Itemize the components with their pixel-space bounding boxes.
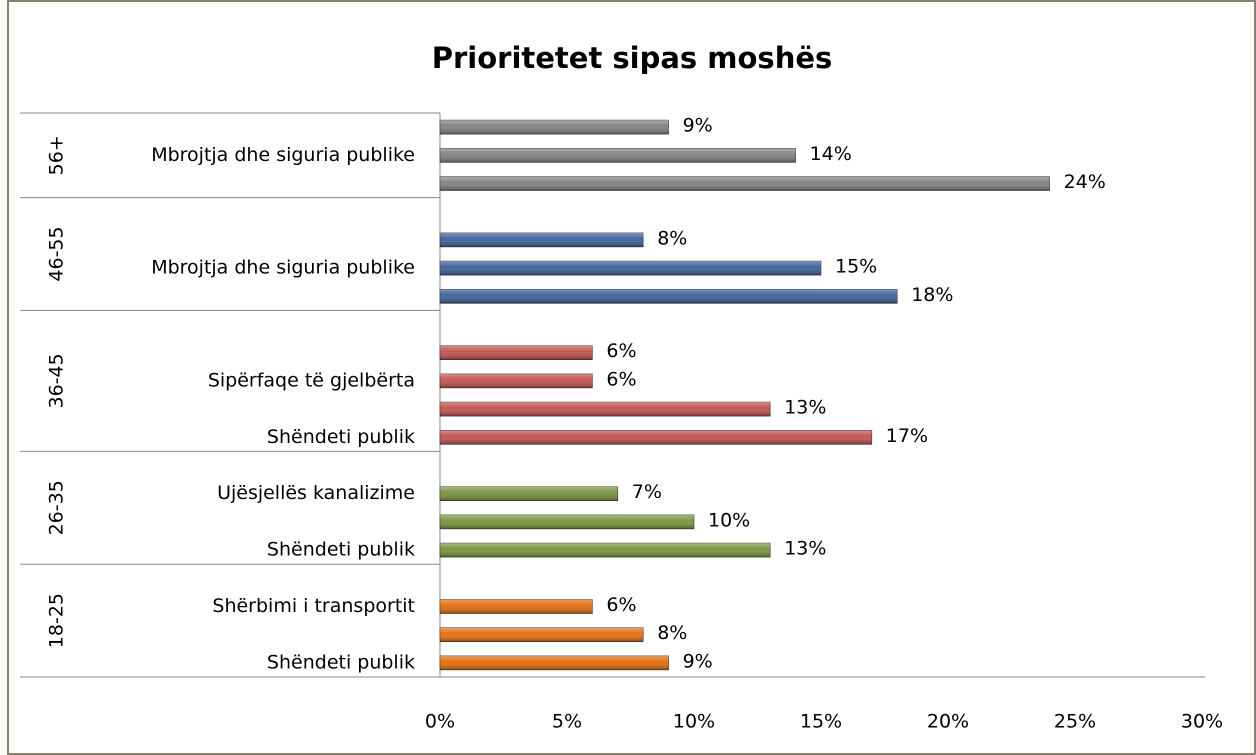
bar: [439, 373, 593, 389]
x-tick-label: 30%: [1181, 711, 1223, 733]
value-label: 8%: [657, 622, 687, 644]
category-label: Shëndeti publik: [267, 651, 415, 673]
category-label: Mbrojtja dhe siguria publike: [151, 144, 415, 166]
bar: [439, 429, 873, 445]
category-label: Shërbimi i transportit: [212, 595, 415, 617]
bar-shine: [440, 289, 898, 304]
bar: [439, 176, 1050, 191]
value-label: 8%: [657, 227, 687, 249]
value-label: 15%: [835, 256, 877, 278]
value-label: 10%: [708, 509, 750, 531]
value-label: 9%: [683, 650, 713, 672]
x-tick-label: 10%: [673, 711, 715, 733]
value-label: 17%: [886, 425, 928, 447]
bar: [439, 599, 593, 614]
value-label: 7%: [632, 481, 662, 503]
x-tick-label: 0%: [425, 711, 455, 733]
bar-shine: [440, 514, 694, 529]
group-label: 36-45: [46, 353, 68, 408]
x-tick-label: 20%: [927, 711, 969, 733]
bar: [439, 655, 669, 671]
category-label: Shëndeti publik: [267, 426, 415, 448]
value-label: 6%: [606, 340, 636, 362]
group-label: 46-55: [46, 226, 68, 281]
value-label: 6%: [606, 594, 636, 616]
bar-shine: [440, 373, 593, 388]
group-label: 26-35: [46, 480, 68, 535]
group-label: 56+: [46, 135, 68, 175]
x-tick-label: 5%: [552, 711, 582, 733]
bar: [439, 345, 593, 361]
bar: [439, 148, 796, 163]
bar-shine: [440, 345, 593, 360]
bar: [439, 401, 771, 417]
bar-shine: [440, 627, 644, 642]
category-label: Ujësjellës kanalizime: [217, 482, 415, 504]
bar: [439, 288, 898, 304]
category-label: Mbrojtja dhe siguria publike: [151, 257, 415, 279]
bar: [439, 514, 695, 530]
bar-shine: [440, 655, 669, 670]
group-label: 18-25: [46, 593, 68, 648]
value-label: 9%: [683, 115, 713, 137]
bar: [439, 232, 644, 248]
x-tick-label: 25%: [1054, 711, 1096, 733]
bar-shine: [440, 430, 872, 445]
bar-shine: [440, 599, 593, 614]
bar-shine: [440, 486, 618, 501]
bar-shine: [440, 176, 1050, 191]
x-tick-label: 15%: [800, 711, 842, 733]
category-label: Sipërfaqe të gjelbërta: [208, 369, 415, 391]
value-label: 18%: [911, 284, 953, 306]
chart-title: Prioritetet sipas moshës: [432, 41, 833, 75]
bar-shine: [440, 543, 771, 558]
value-label: 13%: [784, 538, 826, 560]
bar-shine: [440, 232, 644, 247]
bar: [439, 542, 771, 558]
bar-shine: [440, 402, 771, 417]
bar: [439, 627, 644, 643]
value-label: 14%: [810, 143, 852, 165]
bar: [439, 119, 669, 135]
bar: [439, 486, 619, 502]
bar-shine: [440, 120, 669, 135]
bar-shine: [440, 261, 821, 276]
bar: [439, 260, 822, 276]
value-label: 24%: [1064, 171, 1106, 193]
value-label: 6%: [606, 368, 636, 390]
value-label: 13%: [784, 397, 826, 419]
category-label: Shëndeti publik: [267, 539, 415, 561]
bar-shine: [440, 148, 796, 163]
